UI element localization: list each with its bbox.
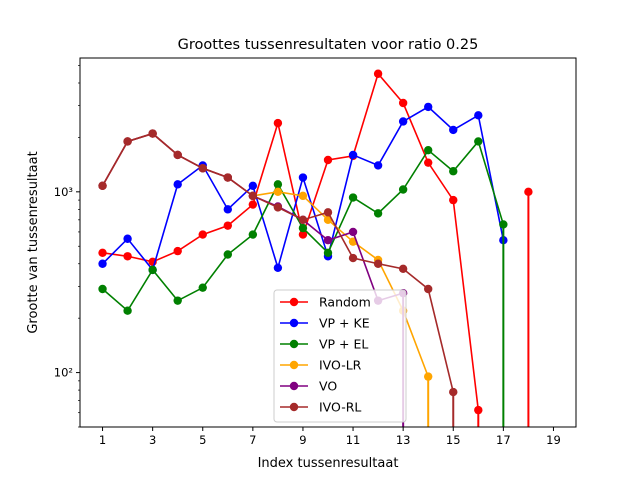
- data-point: [123, 234, 132, 243]
- data-point: [198, 230, 207, 239]
- data-point: [223, 221, 232, 230]
- data-point: [348, 150, 358, 160]
- data-point: [323, 208, 333, 217]
- data-point: [373, 161, 383, 170]
- data-point: [273, 180, 283, 189]
- y-tick-label: 10³: [54, 185, 74, 199]
- legend: Random VP + KE VP + EL IVO-LR VO IVO-RL: [273, 289, 407, 423]
- legend-swatch-marker: [289, 297, 299, 307]
- data-point: [398, 98, 408, 108]
- legend-swatch-marker: [289, 339, 299, 349]
- data-point: [398, 185, 408, 194]
- legend-label: IVO-RL: [319, 400, 361, 415]
- data-point: [298, 215, 308, 225]
- x-tick-label: 11: [346, 433, 361, 447]
- legend-swatch-marker: [289, 381, 299, 391]
- data-point: [98, 181, 107, 190]
- series-ivo-rl: [98, 129, 458, 427]
- legend-label: VP + KE: [319, 316, 370, 331]
- x-tick-label: 7: [249, 433, 256, 447]
- x-axis-label: Index tussenresultaat: [258, 456, 399, 471]
- data-point: [273, 118, 283, 128]
- data-point: [449, 125, 458, 135]
- legend-label: Random: [319, 295, 371, 310]
- y-axis-ticks: 10² 10³: [54, 65, 80, 428]
- data-point: [323, 248, 333, 257]
- data-point: [273, 187, 283, 197]
- data-point: [298, 191, 308, 201]
- data-point: [424, 158, 433, 167]
- data-point: [348, 193, 358, 202]
- data-point: [474, 137, 483, 146]
- data-point: [323, 235, 333, 245]
- x-tick-label: 9: [299, 433, 306, 447]
- series-vp-el: [98, 137, 508, 427]
- data-point: [273, 203, 283, 212]
- chart-title: Groottes tussenresultaten voor ratio 0.2…: [178, 37, 479, 53]
- x-tick-label: 5: [199, 433, 206, 447]
- data-point: [223, 250, 232, 259]
- legend-label: VO: [319, 379, 337, 394]
- x-tick-label: 13: [396, 433, 411, 447]
- data-point: [273, 263, 283, 272]
- x-tick-label: 1: [99, 433, 106, 447]
- data-point: [173, 180, 182, 189]
- data-point: [424, 284, 433, 294]
- x-tick-label: 19: [546, 433, 561, 447]
- data-point: [123, 137, 132, 146]
- data-point: [198, 283, 207, 292]
- data-point: [223, 205, 232, 214]
- data-point: [424, 145, 433, 155]
- data-point: [248, 181, 258, 190]
- data-point: [248, 191, 258, 201]
- data-point: [474, 111, 483, 120]
- data-point: [424, 372, 433, 381]
- legend-swatch-marker: [289, 360, 299, 370]
- x-tick-label: 17: [496, 433, 511, 447]
- data-point: [98, 248, 107, 257]
- legend-swatch-marker: [289, 318, 299, 328]
- legend-swatch-marker: [289, 402, 299, 412]
- data-point: [373, 259, 383, 268]
- data-point: [98, 284, 107, 294]
- data-point: [449, 167, 458, 176]
- data-point: [348, 253, 358, 263]
- data-point: [449, 195, 458, 205]
- data-point: [123, 306, 132, 315]
- legend-label: IVO-LR: [319, 358, 362, 373]
- x-axis-ticks: 1 3 5 7 9 11 13 15 17 19: [99, 427, 561, 447]
- data-point: [173, 150, 182, 160]
- data-point: [98, 259, 107, 268]
- data-point: [373, 209, 383, 218]
- data-point: [424, 102, 433, 112]
- data-point: [198, 164, 207, 173]
- data-point: [248, 230, 258, 239]
- data-point: [348, 227, 358, 237]
- data-point: [524, 187, 533, 197]
- data-point: [298, 230, 308, 239]
- legend-label: VP + EL: [319, 337, 368, 352]
- data-point: [398, 264, 408, 274]
- data-point: [474, 405, 483, 415]
- data-point: [298, 173, 308, 182]
- data-point: [173, 246, 182, 256]
- data-point: [148, 129, 157, 138]
- data-point: [248, 200, 258, 209]
- data-point: [173, 296, 182, 305]
- data-point: [223, 173, 232, 182]
- data-point: [323, 155, 333, 165]
- y-axis-label: Grootte van tussenresultaat: [26, 151, 41, 333]
- data-point: [398, 117, 408, 126]
- data-point: [298, 223, 308, 233]
- x-tick-label: 15: [446, 433, 461, 447]
- data-point: [373, 69, 383, 78]
- y-tick-label: 10²: [54, 366, 73, 380]
- data-point: [123, 252, 132, 261]
- x-tick-label: 3: [149, 433, 156, 447]
- data-point: [499, 220, 508, 229]
- data-point: [449, 387, 458, 397]
- plot-frame: [79, 57, 577, 428]
- data-point: [148, 265, 157, 275]
